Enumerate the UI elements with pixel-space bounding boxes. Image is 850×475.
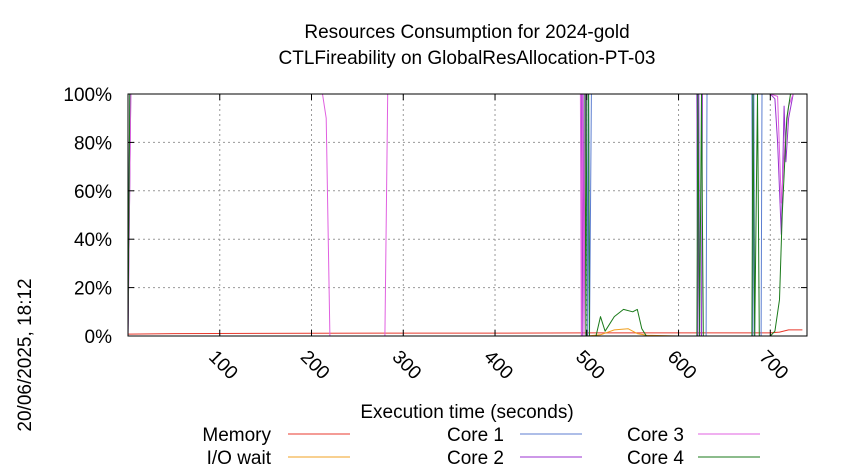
axis-ticks: 0% 20% 40% 60% 80% 100% 100 200 300 400 500 600 700 [63,85,807,384]
timestamp-label: 20/06/2025, 18:12 [15,278,36,431]
x-tick-label: 200 [296,347,333,384]
legend-label-i-o-wait: I/O wait [207,448,272,469]
legend-label-memory: Memory [202,425,271,446]
legend-label-core-4: Core 4 [627,448,684,469]
chart-subtitle: CTLFireability on GlobalResAllocation-PT… [279,48,656,69]
x-tick-label: 500 [571,347,608,384]
y-tick-label: 20% [74,279,112,300]
grid [128,94,807,336]
chart-title: Resources Consumption for 2024-gold [304,22,629,43]
y-tick-label: 40% [74,230,112,251]
y-tick-label: 60% [74,182,112,203]
y-tick-label: 80% [74,133,112,154]
x-tick-label: 300 [388,347,425,384]
legend-label-core-1: Core 1 [447,425,504,446]
x-tick-label: 100 [204,347,241,384]
series-line-core-4 [127,93,803,337]
y-tick-label: 100% [63,85,112,106]
x-tick-label: 700 [755,347,792,384]
series-lines [127,93,803,337]
x-axis-label: Execution time (seconds) [360,402,573,423]
x-tick-label: 600 [663,347,700,384]
legend-label-core-3: Core 3 [627,425,684,446]
plot-frame [127,93,808,337]
x-tick-label: 400 [479,347,516,384]
y-tick-label: 0% [85,327,113,348]
legend-label-core-2: Core 2 [447,448,504,469]
